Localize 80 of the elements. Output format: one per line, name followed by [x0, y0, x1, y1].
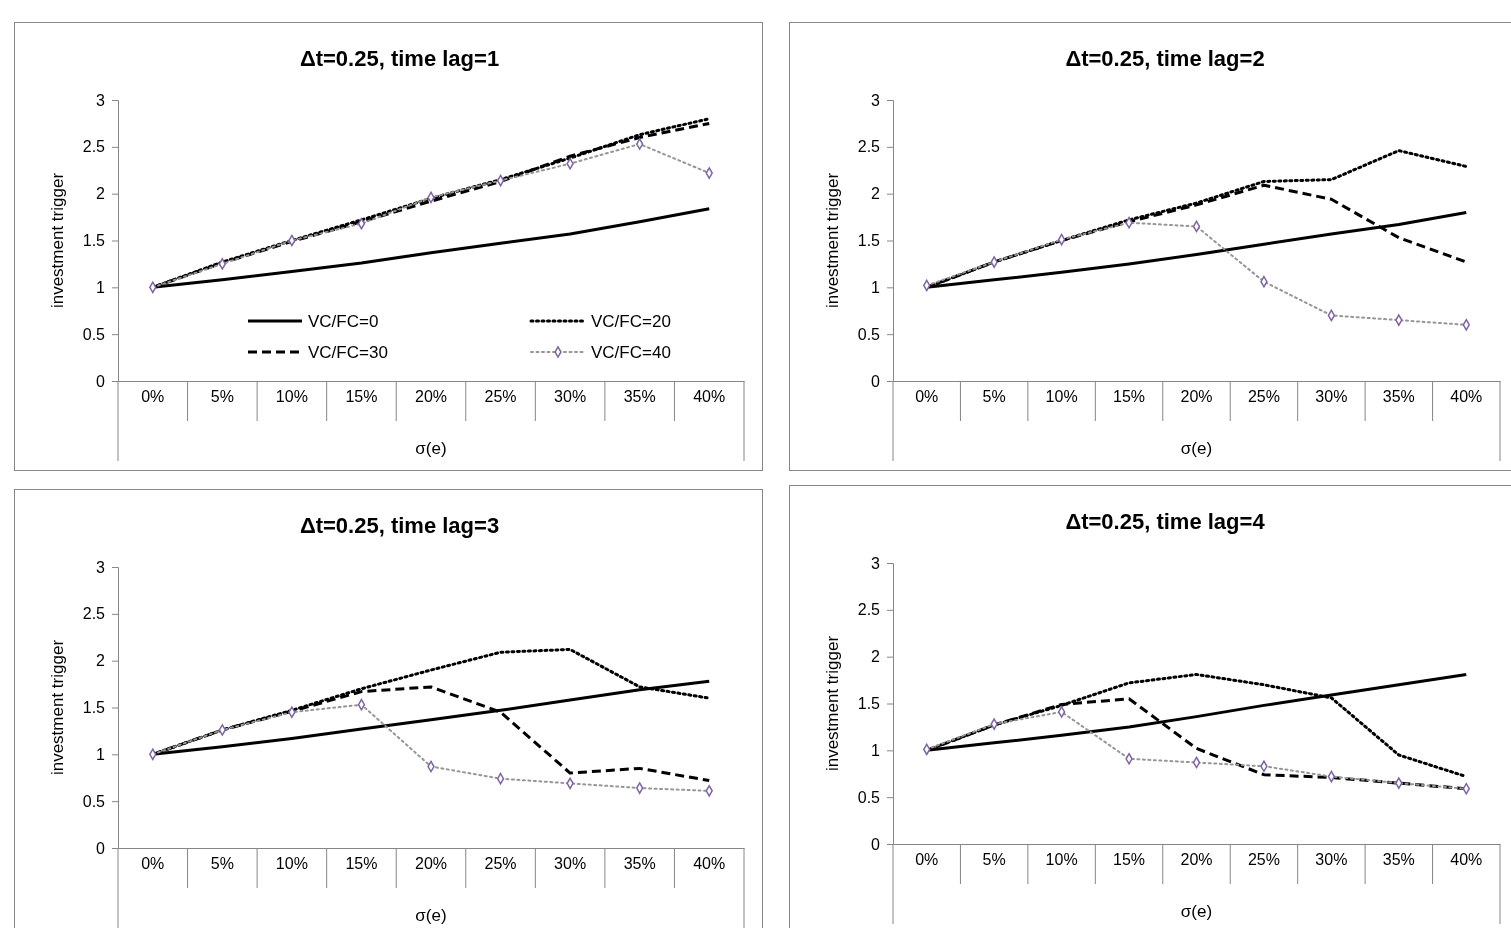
- x-tick-label: 15%: [1113, 850, 1146, 868]
- x-tick-label: 40%: [1450, 387, 1483, 405]
- legend-label: VC/FC=40: [591, 343, 671, 362]
- x-tick-label: 30%: [554, 854, 587, 872]
- x-tick-label: 0%: [915, 387, 939, 405]
- y-tick-label: 2.5: [857, 138, 881, 156]
- x-tick-label: 5%: [210, 387, 234, 405]
- y-tick-label: 1: [96, 278, 106, 296]
- x-tick-label: 20%: [414, 854, 448, 872]
- x-tick-label: 20%: [414, 387, 448, 405]
- y-axis-title: investment trigger: [48, 639, 67, 776]
- x-tick-label: 30%: [1315, 850, 1348, 868]
- x-tick-label: 25%: [484, 387, 517, 405]
- x-tick-label: 40%: [1450, 850, 1483, 868]
- x-axis-title: σ(e): [1180, 902, 1213, 921]
- y-axis-title: investment trigger: [823, 172, 842, 309]
- x-tick-label: 0%: [141, 387, 165, 405]
- x-tick-label: 25%: [1247, 850, 1280, 868]
- x-tick-label: 5%: [210, 854, 234, 872]
- x-tick-label: 5%: [982, 850, 1006, 868]
- y-tick-label: 2.5: [82, 605, 106, 623]
- x-tick-label: 10%: [275, 387, 308, 405]
- x-tick-label: 40%: [693, 387, 726, 405]
- x-tick-label: 35%: [623, 854, 656, 872]
- y-tick-label: 0.5: [857, 325, 881, 343]
- x-tick-label: 25%: [484, 854, 517, 872]
- y-tick-label: 2: [871, 648, 881, 666]
- y-tick-label: 0.5: [82, 792, 106, 810]
- y-tick-label: 0: [96, 839, 106, 857]
- chart-title: Δt=0.25, time lag=3: [299, 513, 500, 538]
- y-tick-label: 2: [871, 185, 881, 203]
- y-tick-label: 2.5: [82, 138, 106, 156]
- x-tick-label: 35%: [623, 387, 656, 405]
- chart-title: Δt=0.25, time lag=4: [1065, 509, 1266, 534]
- x-axis-title: σ(e): [415, 439, 447, 458]
- y-axis-title: investment trigger: [823, 635, 842, 772]
- x-axis-title: σ(e): [415, 906, 447, 925]
- x-tick-label: 0%: [915, 850, 939, 868]
- legend-label: VC/FC=20: [591, 312, 671, 331]
- y-tick-label: 3: [96, 558, 106, 576]
- x-tick-label: 20%: [1180, 850, 1213, 868]
- y-tick-label: 0: [871, 372, 881, 390]
- legend-label: VC/FC=0: [308, 312, 379, 331]
- x-tick-label: 10%: [275, 854, 308, 872]
- x-tick-label: 25%: [1247, 387, 1280, 405]
- x-tick-label: 10%: [1045, 387, 1078, 405]
- y-tick-label: 0: [871, 835, 881, 853]
- y-tick-label: 1.5: [857, 695, 881, 713]
- x-tick-label: 15%: [345, 387, 378, 405]
- x-tick-label: 40%: [693, 854, 726, 872]
- chart-title: Δt=0.25, time lag=1: [299, 46, 500, 71]
- chart-title: Δt=0.25, time lag=2: [1065, 46, 1265, 71]
- y-tick-label: 2.5: [857, 601, 881, 619]
- y-tick-label: 1.5: [82, 699, 106, 717]
- y-axis-title: investment trigger: [48, 172, 67, 309]
- x-tick-label: 35%: [1382, 850, 1415, 868]
- x-tick-label: 35%: [1382, 387, 1415, 405]
- y-tick-label: 2: [96, 185, 106, 203]
- x-tick-label: 30%: [554, 387, 587, 405]
- x-tick-label: 15%: [1113, 387, 1146, 405]
- x-tick-label: 10%: [1045, 850, 1078, 868]
- y-tick-label: 2: [96, 652, 106, 670]
- x-axis-title: σ(e): [1180, 439, 1213, 458]
- x-tick-label: 30%: [1315, 387, 1348, 405]
- y-tick-label: 1.5: [82, 232, 106, 250]
- x-tick-label: 5%: [982, 387, 1006, 405]
- legend-label: VC/FC=30: [308, 343, 388, 362]
- y-tick-label: 1: [96, 745, 106, 763]
- y-tick-label: 0: [96, 372, 106, 390]
- y-tick-label: 1: [871, 741, 881, 759]
- x-tick-label: 20%: [1180, 387, 1213, 405]
- x-tick-label: 15%: [345, 854, 378, 872]
- y-tick-label: 3: [96, 91, 106, 109]
- y-tick-label: 1: [871, 278, 881, 296]
- y-tick-label: 0.5: [82, 325, 106, 343]
- y-tick-label: 3: [871, 91, 881, 109]
- y-tick-label: 3: [871, 554, 881, 572]
- y-tick-label: 1.5: [857, 232, 881, 250]
- y-tick-label: 0.5: [857, 788, 881, 806]
- x-tick-label: 0%: [141, 854, 165, 872]
